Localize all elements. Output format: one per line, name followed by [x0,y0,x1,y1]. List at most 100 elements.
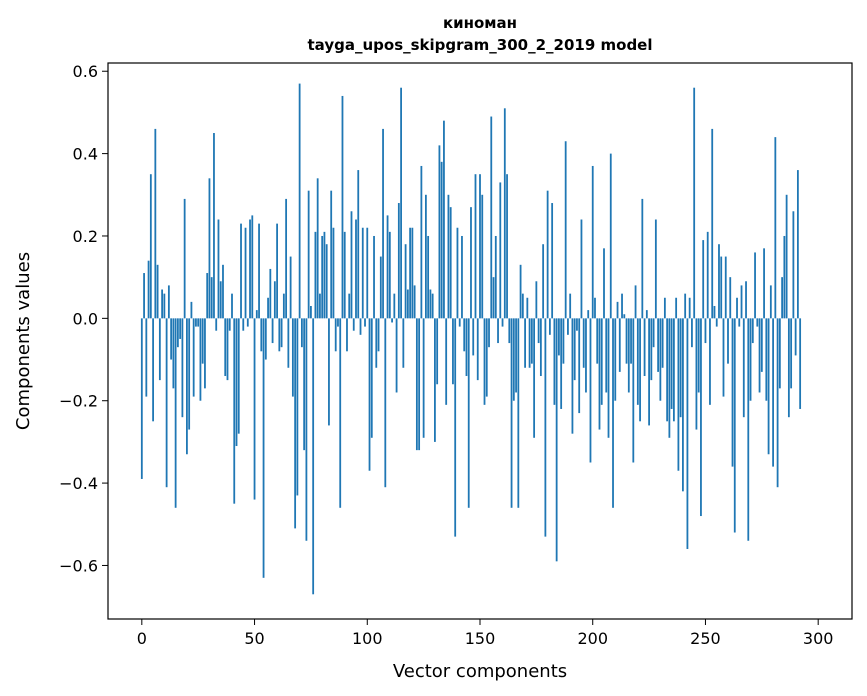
bar-254 [713,305,716,319]
bar-17 [179,318,182,339]
bar-35 [219,281,222,319]
bar-169 [521,293,524,319]
x-axis-label: Vector components [393,661,567,682]
bar-33 [215,318,218,331]
bar-247 [697,318,700,393]
bar-233 [666,318,669,422]
bar-283 [778,318,781,389]
bar-86 [334,318,337,352]
bar-14 [172,318,175,389]
bar-189 [567,318,569,335]
bar-30 [208,178,211,319]
bar-128 [429,289,432,319]
bar-70 [298,83,301,319]
bar-69 [296,318,299,496]
x-tick-label-100: 100 [352,629,383,648]
y-tick-label-2: −0.2 [59,392,98,411]
bar-50 [253,318,256,500]
bar-231 [661,318,664,368]
bar-1 [143,273,145,319]
bar-192 [573,318,576,381]
bar-156 [492,277,495,319]
bar-12 [167,285,170,319]
y-tick-label-4: 0.2 [73,227,98,246]
bars-group [140,83,802,595]
bar-61 [278,318,281,352]
bar-177 [539,318,542,377]
bar-185 [558,318,560,356]
bar-109 [386,215,389,319]
bar-199 [589,318,592,463]
bar-222 [641,198,644,319]
bar-31 [210,277,213,319]
bar-136 [447,194,450,319]
bar-201 [594,297,596,319]
bar-78 [316,178,319,319]
bar-203 [598,318,601,430]
bar-238 [677,318,680,471]
bar-257 [720,256,723,319]
bar-223 [643,318,646,377]
bar-284 [781,277,784,319]
bar-290 [794,318,797,356]
bar-82 [325,244,328,319]
bar-235 [670,318,673,409]
bar-25 [197,318,200,327]
bar-180 [546,190,549,319]
bar-81 [323,231,326,319]
bar-188 [564,141,567,319]
bar-148 [474,174,477,319]
bar-72 [303,318,306,451]
bar-53 [260,318,263,352]
bar-22 [190,301,193,319]
bar-42 [235,318,238,447]
bar-38 [226,318,229,381]
bar-60 [276,223,278,319]
bar-77 [314,231,317,319]
bar-150 [479,174,481,319]
bar-100 [366,227,369,319]
bar-28 [204,318,206,389]
bar-26 [199,318,202,401]
bar-234 [668,318,671,438]
y-tick-label-3: 0.0 [73,309,98,328]
bar-267 [742,318,745,418]
bar-123 [418,318,421,451]
bar-285 [783,235,786,319]
bar-278 [767,318,770,455]
bar-4 [149,174,152,319]
bar-62 [280,318,283,348]
bar-40 [231,293,233,319]
bar-208 [609,153,612,319]
bar-182 [551,203,554,319]
bar-19 [183,198,186,319]
y-tick-label-0: −0.6 [59,556,98,575]
bar-59 [273,281,276,319]
bar-45 [242,318,245,331]
bar-210 [614,318,617,401]
bar-6 [154,128,157,319]
y-axis-label: Components values [13,252,34,430]
bar-68 [294,318,297,529]
bar-261 [729,277,732,319]
bar-73 [305,318,308,541]
y-tick-label-5: 0.4 [73,145,98,164]
bar-245 [693,87,696,319]
bar-153 [485,318,488,397]
bar-74 [307,190,310,319]
bar-232 [663,297,666,319]
bar-126 [424,194,427,319]
bar-271 [751,318,754,344]
bar-107 [382,128,384,319]
bar-193 [576,318,578,331]
bar-85 [332,227,335,319]
bar-220 [636,318,639,405]
bar-243 [688,297,691,319]
bar-139 [454,318,457,537]
bar-207 [607,318,610,438]
bar-263 [733,318,736,533]
x-tick-label-150: 150 [465,629,496,648]
bar-27 [201,318,204,364]
bar-155 [490,116,493,319]
